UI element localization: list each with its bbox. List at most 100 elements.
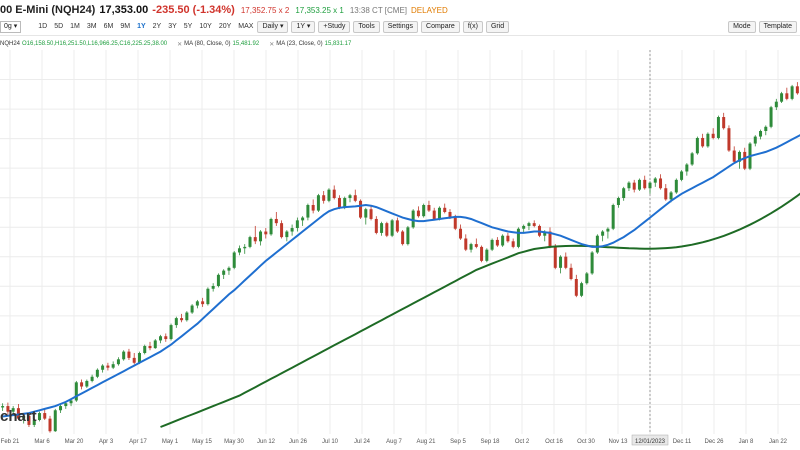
candle-body [606,228,610,232]
candle-body [780,93,784,102]
candle-body [395,220,399,232]
x-tick-label: Apr 17 [129,439,147,445]
candle-body [206,288,210,305]
candle-body [32,420,36,425]
symbol-select[interactable]: 0g ▾ [0,21,22,33]
candle-body [306,204,310,218]
x-tick-label: Sep 18 [480,439,500,445]
candle-body [659,178,663,189]
candle-body [59,406,63,411]
fx-button[interactable]: f(x) [462,21,483,33]
x-tick-label: Nov 13 [608,439,628,445]
x-tick-label: Sep 5 [450,439,466,445]
period-2y[interactable]: 2Y [152,23,162,30]
candle-body [743,151,747,169]
range-select[interactable]: 1Y ▾ [291,21,316,33]
candle-body [11,408,15,412]
bid-quote: 17,352.75 x 2 [240,5,290,15]
candle-body [169,325,173,340]
template-button[interactable]: Template [758,21,797,33]
period-6m[interactable]: 6M [103,23,114,30]
compare-button[interactable]: Compare [421,21,460,33]
period-1m[interactable]: 1M [70,23,80,30]
period-max[interactable]: MAX [238,23,254,30]
x-tick-label: Jan 22 [769,439,788,445]
candle-body [674,179,678,193]
x-tick-label: Mar 20 [65,439,84,445]
period-5d[interactable]: 5D [54,23,64,30]
candle-body [653,178,657,183]
candle-body [437,207,441,219]
candle-body [64,403,68,407]
candle-body [516,228,520,247]
candle-body [601,231,605,236]
candle-body [453,217,457,229]
period-10y[interactable]: 10Y [199,23,212,30]
candle-body [564,256,568,268]
candle-body [274,218,278,224]
period-3m[interactable]: 3M [86,23,97,30]
candle-body [48,418,52,432]
candle-body [632,182,636,190]
toolbar-divider [0,35,800,36]
candle-body [174,318,178,326]
interval-select[interactable]: Daily ▾ [257,21,289,33]
grid-button[interactable]: Grid [485,21,510,33]
candle-body [432,210,436,219]
candle-body [359,200,363,218]
x-tick-label: Feb 21 [1,439,20,445]
candle-body [369,209,373,219]
settings-button[interactable]: Settings [382,21,419,33]
candle-body [106,365,110,368]
tools-button[interactable]: Tools [353,21,380,33]
candle-body [190,305,194,313]
candle-body [569,267,573,280]
candle-body [574,279,578,296]
candle-body [290,228,294,232]
candle-body [680,171,684,180]
study-button[interactable]: +Study [318,21,351,33]
candle-body [385,223,389,236]
period-3y[interactable]: 3Y [168,23,177,30]
period-20y[interactable]: 20Y [218,23,232,30]
close-icon[interactable]: ✕ [177,41,183,48]
candle-body [443,207,447,212]
candle-body [669,192,673,200]
candle-body [759,130,763,137]
candle-body [590,252,594,274]
candle-body [253,237,257,242]
candle-body [495,239,499,246]
candle-body [716,117,720,138]
period-1d[interactable]: 1D [38,23,48,30]
period-5y[interactable]: 5Y [183,23,193,30]
candle-body [22,415,26,419]
candle-body [116,359,120,365]
candle-body [211,285,215,289]
candle-body [27,415,31,425]
candle-body [637,179,641,190]
candle-body [511,241,515,247]
price-chart[interactable]: Feb 21 Mar 6 Mar 20 Apr 3 Apr 17 May 1 May 15 M… [0,36,800,450]
x-tick-label: Oct 30 [577,439,595,445]
x-tick-label: Aug 21 [416,439,436,445]
crosshair-label-box [631,434,669,446]
x-tick-label: May 1 [162,439,179,445]
candle-body [690,153,694,165]
mode-button[interactable]: Mode [728,21,756,33]
period-1y[interactable]: 1Y [137,23,146,30]
candle-body [80,382,84,387]
x-tick-label: May 30 [224,439,244,445]
close-icon[interactable]: ✕ [269,41,275,48]
candle-body [595,235,599,253]
candle-body [411,210,415,228]
candle-body [180,318,184,321]
candle-body [143,346,147,354]
candle-body [37,413,41,421]
candle-body [222,270,226,275]
period-9m[interactable]: 9M [120,23,131,30]
candle-body [711,133,715,138]
candle-body [548,231,552,247]
candle-body [101,365,105,370]
candle-body [185,312,189,321]
candle-body [448,211,452,218]
